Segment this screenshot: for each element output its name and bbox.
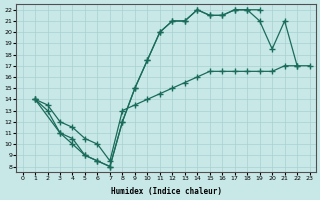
X-axis label: Humidex (Indice chaleur): Humidex (Indice chaleur) [111,187,221,196]
